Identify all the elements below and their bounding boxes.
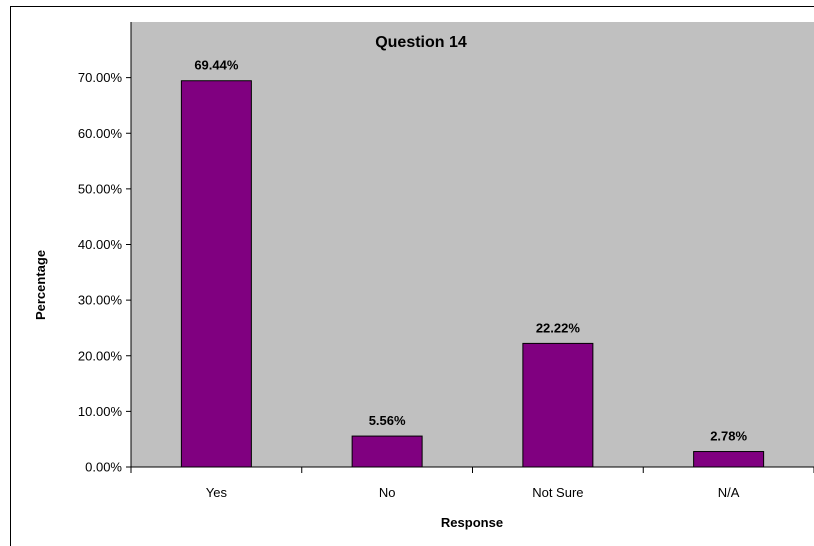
y-tick-label: 0.00%	[85, 460, 122, 475]
y-tick-label: 20.00%	[78, 348, 123, 363]
chart-title: Question 14	[375, 34, 467, 51]
y-tick-label: 40.00%	[78, 237, 123, 252]
data-label: 5.56%	[369, 413, 406, 428]
data-label: 69.44%	[194, 58, 239, 73]
bar-yes	[180, 80, 252, 468]
y-tick-label: 70.00%	[78, 70, 123, 85]
y-tick-label: 50.00%	[78, 181, 123, 196]
bars: 69.44% 5.56% 22.22% 2.78%	[180, 58, 765, 468]
y-tick-label: 10.00%	[78, 404, 123, 419]
y-tick-label: 30.00%	[78, 293, 123, 308]
y-tick-label: 60.00%	[78, 126, 123, 141]
x-tick-label: Yes	[206, 485, 228, 500]
y-axis-ticks: 0.00% 10.00% 20.00% 30.00% 40.00% 50.00% 60.00…	[78, 70, 131, 475]
y-axis-title: Percentage	[33, 250, 48, 320]
x-tick-label: Not Sure	[532, 485, 583, 500]
data-label: 2.78%	[710, 429, 747, 444]
x-tick-label: No	[379, 485, 396, 500]
bar-n-a	[693, 451, 765, 468]
bar-no	[351, 435, 423, 468]
bar-not-sure	[522, 342, 594, 468]
x-axis-title: Response	[441, 515, 503, 530]
data-label: 22.22%	[536, 320, 581, 335]
x-axis-ticks: Yes No Not Sure N/A	[130, 467, 814, 500]
chart-frame	[10, 6, 814, 546]
x-tick-label: N/A	[718, 485, 740, 500]
